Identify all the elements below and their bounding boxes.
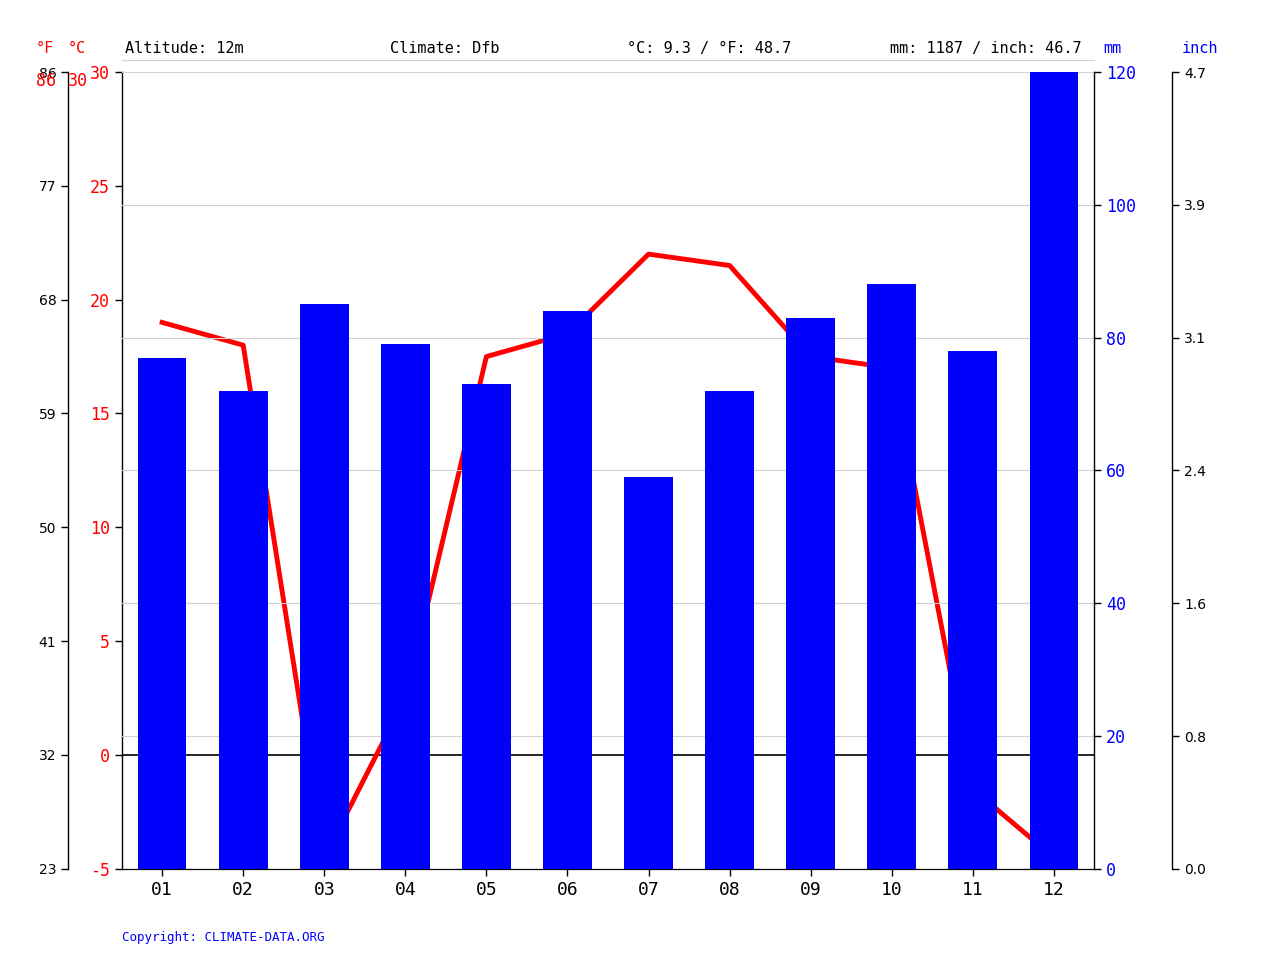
Text: Altitude: 12m: Altitude: 12m [125, 41, 244, 56]
Bar [625, 477, 673, 869]
Text: 30: 30 [68, 72, 88, 90]
Bar [868, 284, 916, 869]
Bar [1029, 72, 1078, 869]
Text: mm: mm [1103, 41, 1121, 56]
Text: Climate: Dfb: Climate: Dfb [390, 41, 500, 56]
Bar [705, 391, 754, 869]
Text: 86: 86 [36, 72, 56, 90]
Bar [381, 345, 430, 869]
Bar [300, 304, 348, 869]
Bar [948, 351, 997, 869]
Text: mm: 1187 / inch: 46.7: mm: 1187 / inch: 46.7 [890, 41, 1082, 56]
Bar [462, 384, 511, 869]
Text: °C: 9.3 / °F: 48.7: °C: 9.3 / °F: 48.7 [627, 41, 791, 56]
Text: inch: inch [1181, 41, 1219, 56]
Text: °F: °F [36, 41, 54, 56]
Bar [786, 318, 835, 869]
Bar [219, 391, 268, 869]
Bar [138, 357, 187, 869]
Text: Copyright: CLIMATE-DATA.ORG: Copyright: CLIMATE-DATA.ORG [122, 931, 324, 944]
Bar [543, 311, 591, 869]
Text: °C: °C [68, 41, 86, 56]
